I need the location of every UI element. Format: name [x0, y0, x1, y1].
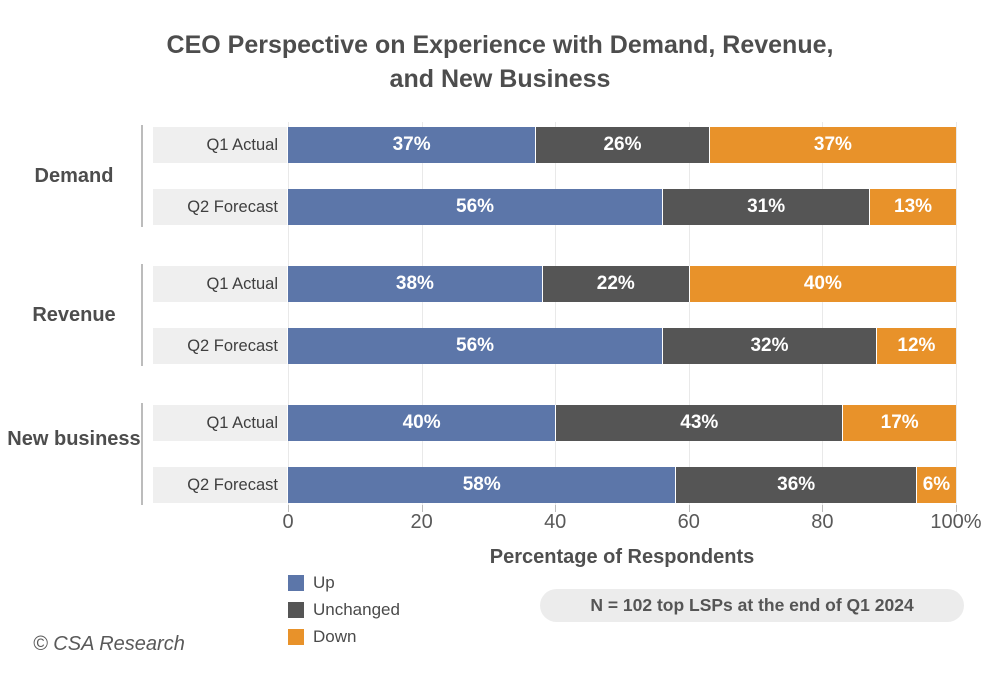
bar-segment-up: 58% [288, 467, 676, 503]
legend-label: Up [313, 572, 335, 592]
tick-mark-20 [421, 505, 423, 512]
bar-value-label: 37% [813, 134, 852, 155]
bar-value-label: 40% [803, 273, 842, 294]
group-separator [141, 403, 143, 505]
tick-mark-40 [555, 505, 557, 512]
group-separator [141, 125, 143, 227]
bar-value-label: 56% [456, 196, 495, 217]
bar-value-label: 36% [777, 474, 816, 495]
bar-segment-unchanged: 43% [555, 405, 843, 441]
legend-item-unchanged: Unchanged [288, 596, 400, 623]
row-label: Q1 Actual [153, 405, 287, 441]
bar-segment-down: 12% [875, 328, 956, 364]
x-tick-label: 0 [282, 511, 294, 533]
group-label: Demand [34, 164, 114, 187]
gridline-40 [555, 122, 557, 506]
bar-row: 40% 43% 17% [288, 405, 956, 441]
row-label: Q1 Actual [153, 266, 287, 302]
bar-value-label: 17% [880, 412, 919, 433]
x-tick-label: 60 [677, 511, 700, 533]
bar-segment-down: 40% [688, 266, 956, 302]
bar-segment-up: 56% [288, 189, 663, 225]
bar-value-label: 6% [922, 474, 951, 495]
bar-row: 38% 22% 40% [288, 266, 956, 302]
bar-segment-down: 6% [915, 467, 956, 503]
tick-mark-80 [822, 505, 824, 512]
sample-size-note: N = 102 top LSPs at the end of Q1 2024 [540, 589, 964, 622]
tick-mark-100 [956, 505, 957, 512]
bar-value-label: 32% [750, 335, 789, 356]
bar-value-label: 43% [680, 412, 719, 433]
legend-label: Down [313, 626, 357, 646]
bar-segment-unchanged: 32% [662, 328, 876, 364]
gridline-0 [288, 122, 289, 506]
bar-segment-down: 37% [708, 127, 956, 163]
x-axis-label: Percentage of Respondents [489, 546, 755, 568]
x-tick-label: 40 [544, 511, 567, 533]
legend: Up Unchanged Down [288, 569, 400, 650]
row-label: Q2 Forecast [153, 467, 287, 503]
bar-value-label: 31% [747, 196, 786, 217]
group-separator [141, 264, 143, 366]
bar-segment-up: 40% [288, 405, 556, 441]
bar-segment-up: 56% [288, 328, 663, 364]
bar-value-label: 38% [395, 273, 434, 294]
bar-value-label: 22% [596, 273, 635, 294]
chart-title: CEO Perspective on Experience with Deman… [0, 28, 1000, 96]
bar-value-label: 58% [462, 474, 501, 495]
legend-swatch-down [288, 628, 304, 645]
bar-row: 56% 31% 13% [288, 189, 956, 225]
bar-value-label: 40% [402, 412, 441, 433]
legend-swatch-unchanged [288, 601, 304, 618]
bar-segment-down: 17% [842, 405, 956, 441]
x-tick-label: 20 [410, 511, 433, 533]
x-tick-label: 80 [811, 511, 834, 533]
gridline-60 [688, 122, 690, 506]
bar-segment-unchanged: 22% [541, 266, 689, 302]
bar-row: 56% 32% 12% [288, 328, 956, 364]
bar-segment-up: 38% [288, 266, 542, 302]
tick-mark-0 [288, 505, 289, 512]
row-label: Q1 Actual [153, 127, 287, 163]
bar-value-label: 26% [603, 134, 642, 155]
bar-row: 58% 36% 6% [288, 467, 956, 503]
bar-value-label: 13% [894, 196, 933, 217]
legend-label: Unchanged [313, 599, 400, 619]
bar-segment-down: 13% [869, 189, 956, 225]
legend-item-down: Down [288, 623, 400, 650]
bar-segment-unchanged: 36% [675, 467, 916, 503]
group-label: Revenue [32, 303, 116, 326]
bar-value-label: 56% [456, 335, 495, 356]
row-label: Q2 Forecast [153, 189, 287, 225]
legend-swatch-up [288, 574, 304, 591]
tick-mark-60 [688, 505, 690, 512]
bar-value-label: 37% [392, 134, 431, 155]
x-tick-label: 100% [930, 511, 982, 533]
bar-segment-up: 37% [288, 127, 536, 163]
bar-segment-unchanged: 31% [662, 189, 870, 225]
row-label: Q2 Forecast [153, 328, 287, 364]
chart-title-line2: and New Business [389, 65, 611, 93]
bar-segment-unchanged: 26% [535, 127, 709, 163]
group-label: New business [7, 428, 141, 450]
gridline-80 [822, 122, 824, 506]
copyright-footer: © CSA Research [33, 633, 185, 655]
legend-item-up: Up [288, 569, 400, 596]
gridline-100 [956, 122, 957, 506]
bar-value-label: 12% [897, 335, 936, 356]
bar-row: 37% 26% 37% [288, 127, 956, 163]
chart-title-line1: CEO Perspective on Experience with Deman… [166, 31, 834, 59]
gridline-20 [421, 122, 423, 506]
